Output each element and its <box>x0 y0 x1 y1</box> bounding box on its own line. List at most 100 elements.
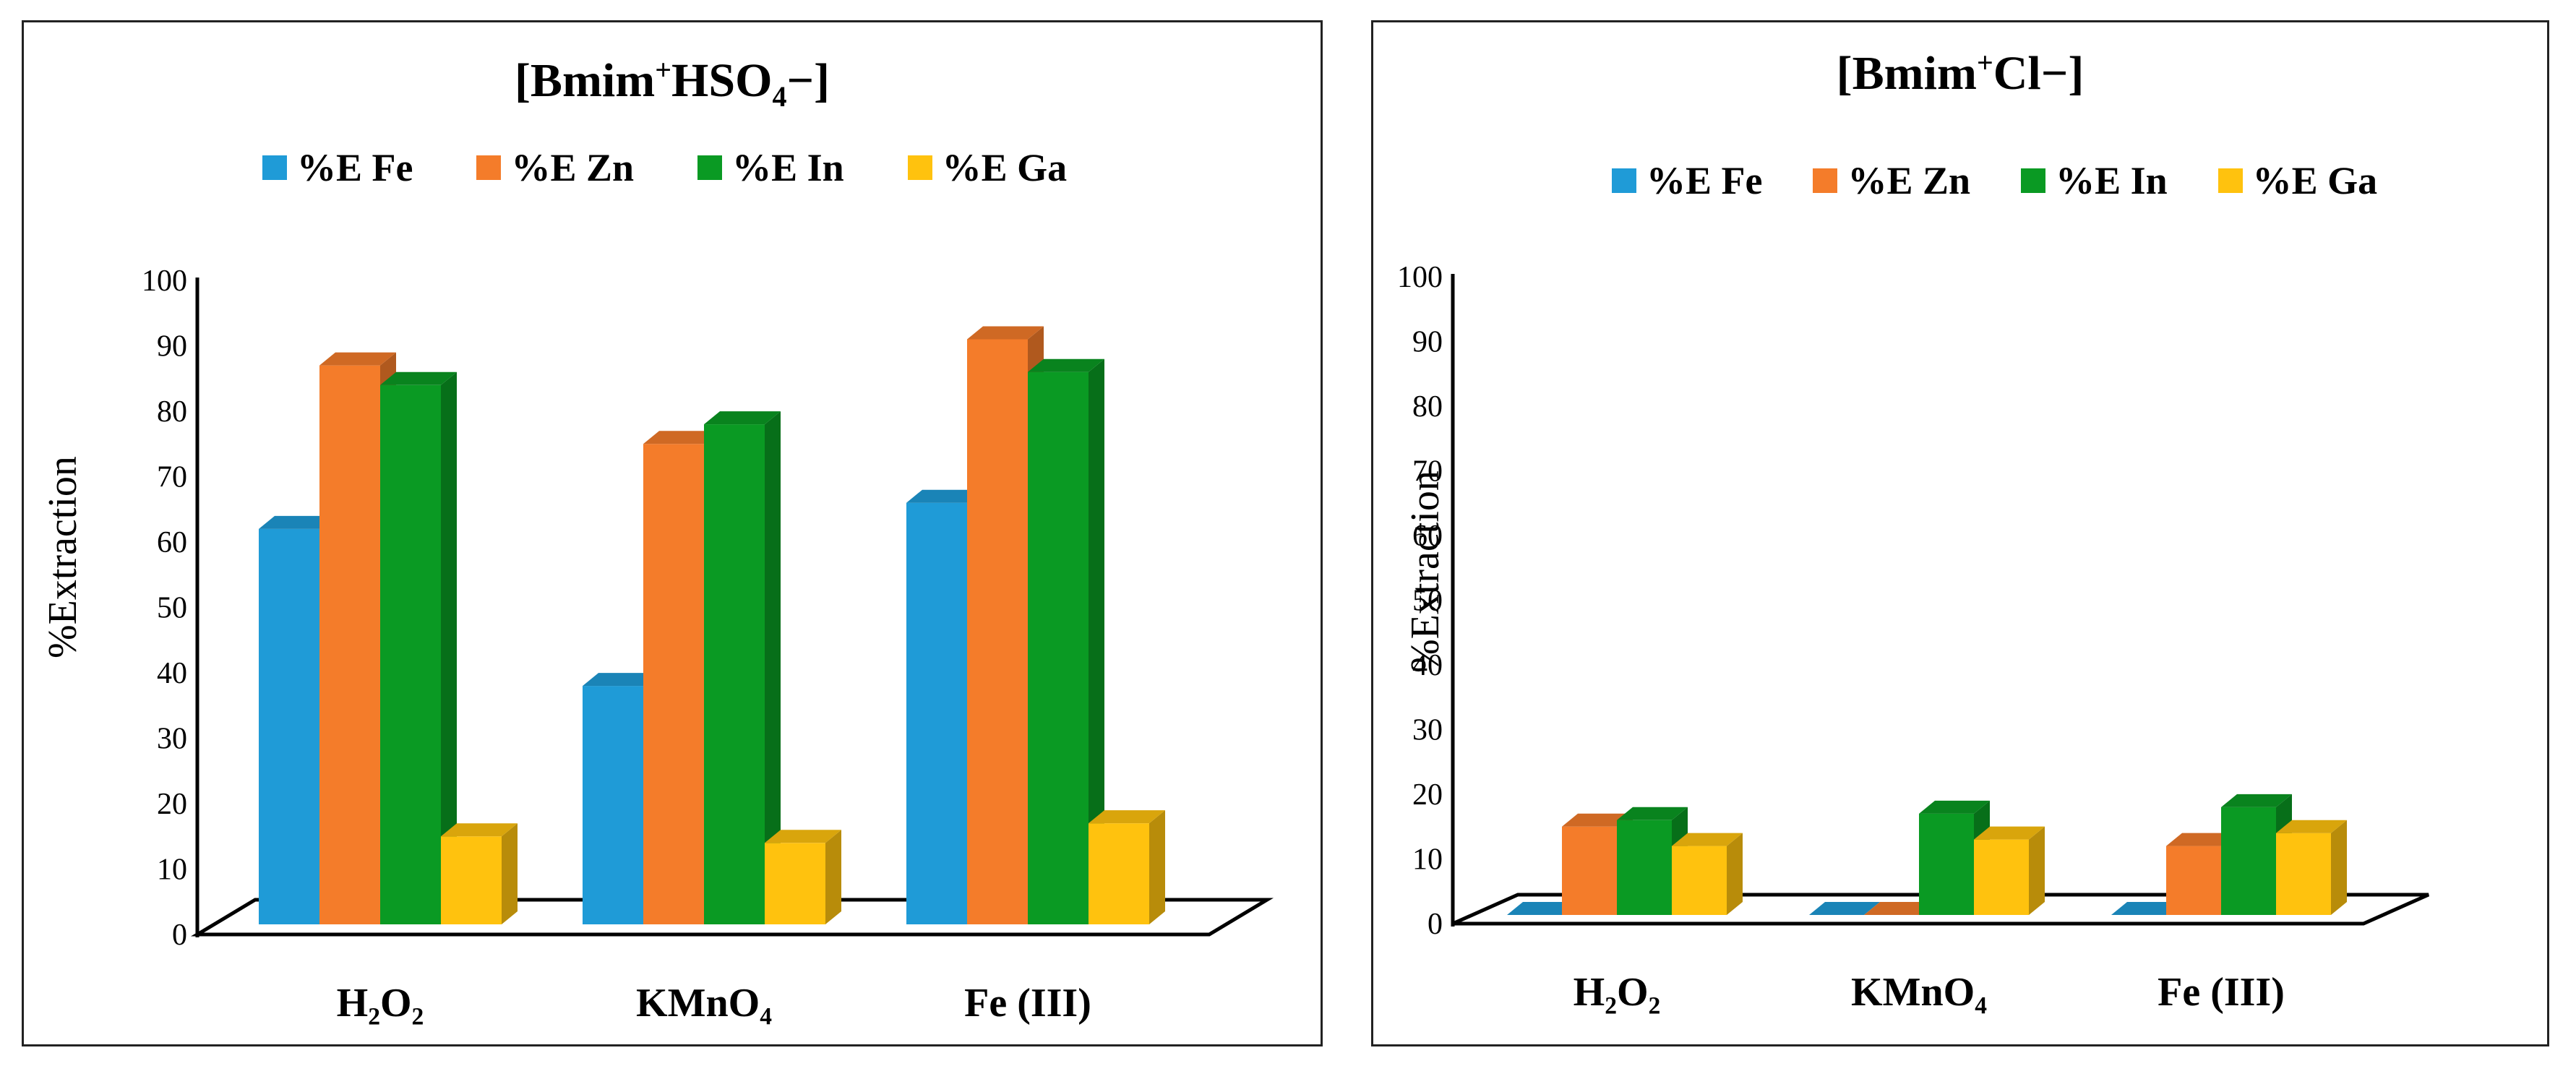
bar-front <box>1672 846 1727 915</box>
y-tick-label: 40 <box>157 657 187 690</box>
bar-top <box>259 515 335 529</box>
bar-ga-0 <box>441 823 518 924</box>
bar-fe-0 <box>1507 902 1578 915</box>
bar-side <box>1089 358 1104 924</box>
bar-front <box>2221 807 2276 915</box>
bar-top <box>1919 800 1990 814</box>
bar-side <box>765 411 781 924</box>
y-tick-label: 20 <box>157 788 187 821</box>
bar-side <box>2331 820 2347 915</box>
bar-in-1 <box>704 411 781 924</box>
bar-front <box>380 384 441 924</box>
y-tick-label: 60 <box>1412 520 1443 553</box>
y-tick-label: 10 <box>157 854 187 887</box>
bar-front <box>583 686 643 924</box>
x-category-label: Fe (III) <box>964 981 1091 1026</box>
bar-front <box>1562 826 1617 915</box>
x-category-label: H₂O₂ <box>1573 970 1661 1015</box>
y-tick-label: 0 <box>1427 908 1443 941</box>
bar-side <box>825 830 841 924</box>
legend-item-in: %E In <box>2021 158 2168 203</box>
legend-item-zn: %E Zn <box>476 145 634 190</box>
chart-plot-area: 0 10 20 30 40 50 60 70 80 90 100 H₂O₂ KMnO₄ Fe (III) <box>142 265 1274 1026</box>
chart-panel-bmim-cl: [Bmim+Cl−] %E Fe %E Zn %E In %E Ga %Extr… <box>1371 20 2549 1046</box>
bar-front <box>441 836 502 924</box>
bar-fe-2 <box>2111 902 2182 915</box>
bar-front <box>967 339 1028 924</box>
y-tick-label: 80 <box>157 395 187 429</box>
bar-in-2 <box>1028 358 1104 924</box>
y-tick-label: 30 <box>1412 714 1443 747</box>
bar-top <box>2166 833 2237 846</box>
bar-fe-1 <box>1809 902 1880 915</box>
y-tick-label: 40 <box>1412 649 1443 682</box>
chart-plot-area: 0 10 20 30 40 50 60 70 80 90 100 H₂O₂ KMnO₄ Fe (III) <box>1397 261 2430 1015</box>
bar-front <box>1974 839 2029 915</box>
y-tick-label: 20 <box>1412 778 1443 812</box>
bar-top <box>1089 810 1165 824</box>
y-tick-label: 60 <box>157 526 187 559</box>
y-tick-label: 0 <box>172 919 187 952</box>
bar-top <box>643 431 720 444</box>
y-tick-label: 100 <box>142 265 187 298</box>
bar-top <box>2221 794 2292 807</box>
bar-in-0 <box>380 371 457 924</box>
bar-top <box>319 352 396 366</box>
x-category-label: Fe (III) <box>2158 970 2285 1015</box>
bar-ga-2 <box>2276 820 2347 915</box>
bar-side <box>502 823 518 924</box>
legend-swatch-fe <box>262 155 287 180</box>
legend-swatch-in <box>697 155 723 180</box>
bar-top <box>1507 902 1578 915</box>
bar-top <box>1809 902 1880 915</box>
y-tick-label: 80 <box>1412 390 1443 424</box>
legend-item-zn: %E Zn <box>1813 158 1970 203</box>
bar-front <box>643 444 704 924</box>
bar-front <box>1028 371 1089 924</box>
bar-front <box>1089 823 1149 924</box>
bar-top <box>765 830 841 843</box>
chart-legend: %E Fe %E Zn %E In %E Ga <box>262 145 1067 190</box>
bar-front <box>2276 833 2331 915</box>
y-tick-label: 50 <box>1412 585 1443 618</box>
bar-front <box>319 365 380 924</box>
bar-ga-1 <box>1974 826 2045 915</box>
bar-front <box>704 424 765 924</box>
bar-top <box>380 371 457 385</box>
bar-top <box>1562 813 1633 827</box>
y-tick-label: 90 <box>157 330 187 364</box>
bar-side <box>1149 810 1165 924</box>
bar-front <box>1617 820 1672 915</box>
y-tick-label: 70 <box>157 461 187 494</box>
bar-top <box>1028 358 1104 372</box>
bar-front <box>259 528 319 924</box>
bar-top <box>2276 820 2347 833</box>
bar-side <box>2029 826 2045 915</box>
bar-front <box>765 843 825 924</box>
y-tick-label: 90 <box>1412 326 1443 359</box>
bar-top <box>704 411 781 425</box>
bar-side <box>1727 833 1743 915</box>
bar-top <box>906 489 983 503</box>
bar-ga-0 <box>1672 833 1743 915</box>
legend-item-ga: %E Ga <box>2217 158 2377 203</box>
legend-swatch-fe <box>1612 168 1636 193</box>
y-tick-label: 30 <box>157 723 187 756</box>
bar-front <box>906 502 967 924</box>
y-tick-label: 50 <box>157 592 187 625</box>
legend-item-in: %E In <box>697 145 844 190</box>
chart-title: [Bmim+HSO4−] <box>514 53 830 113</box>
bar-top <box>2111 902 2182 915</box>
legend-item-fe: %E Fe <box>1612 158 1762 203</box>
bar-top <box>1974 826 2045 840</box>
y-tick-label: 100 <box>1397 261 1443 294</box>
legend-swatch-zn <box>476 155 502 180</box>
bar-front <box>2166 846 2221 915</box>
bar-top <box>583 673 659 687</box>
bar-side <box>441 371 457 924</box>
y-tick-label: 10 <box>1412 843 1443 877</box>
bar-fe-2 <box>906 489 983 924</box>
x-category-label: KMnO₄ <box>636 981 772 1026</box>
bar-top <box>441 823 518 837</box>
legend-item-ga: %E Ga <box>907 145 1067 190</box>
